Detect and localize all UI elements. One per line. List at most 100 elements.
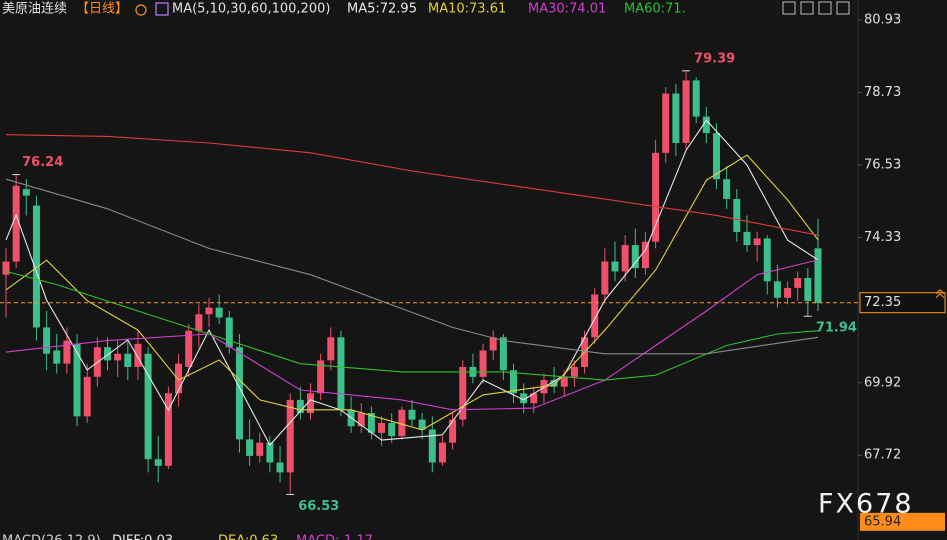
y-tick-label: 78.73 <box>864 85 901 100</box>
candle-body <box>388 422 396 437</box>
last-price-box <box>859 292 946 314</box>
candle-body <box>438 442 446 463</box>
candle-body <box>733 198 741 232</box>
candle-body <box>631 245 639 269</box>
candle-body <box>814 248 822 303</box>
tool-icon[interactable] <box>782 1 796 15</box>
ma-line <box>5 270 819 381</box>
candle-body <box>499 337 507 371</box>
candle-body <box>591 294 599 338</box>
candle-body <box>560 376 568 387</box>
candle-body <box>459 366 467 420</box>
candle-body <box>235 347 243 440</box>
period[interactable]: 【日线】 <box>76 2 128 17</box>
candle-body <box>195 314 203 331</box>
candle-body <box>32 205 40 328</box>
annotation-label: 71.94 <box>816 321 857 336</box>
candle-body <box>652 152 660 242</box>
candle-body <box>570 366 578 377</box>
candle-body <box>510 370 517 394</box>
watermark: FX678 <box>818 489 914 520</box>
candle-body <box>713 133 720 180</box>
candle-body <box>550 380 558 387</box>
candle-body <box>256 442 264 456</box>
legend-entry: MA5:72.95 <box>347 2 417 17</box>
y-tick-label: 80.93 <box>864 13 901 28</box>
candle-body <box>378 422 386 433</box>
axis-min-label: 65.94 <box>864 514 901 529</box>
add-icon[interactable] <box>135 4 147 16</box>
candle-body <box>12 185 20 262</box>
last-price-label: 72.35 <box>864 295 901 310</box>
candle-body <box>723 179 731 199</box>
candle-body <box>763 238 771 282</box>
toolbar <box>782 1 850 15</box>
y-tick-label: 67.72 <box>864 448 901 463</box>
candle-body <box>743 231 751 246</box>
candle-body <box>601 261 609 295</box>
ma-line <box>5 134 819 236</box>
candle-body <box>104 347 111 361</box>
legend-entry: MA30:74.01 <box>528 2 606 17</box>
legend-entry: MA10:73.61 <box>428 2 506 17</box>
tool-icon[interactable] <box>818 1 832 15</box>
candle-body <box>114 353 122 361</box>
candle-body <box>398 409 406 437</box>
candle-body <box>621 245 629 272</box>
candle-body <box>296 399 304 414</box>
candle-body <box>22 189 30 196</box>
candle-body <box>144 353 152 460</box>
candle-body <box>317 360 325 394</box>
candle-body <box>327 337 335 361</box>
candle-body <box>2 261 10 275</box>
candle-body <box>662 93 670 153</box>
chart-title: 美原油连续 <box>2 1 67 17</box>
candle-body <box>702 116 710 134</box>
y-tick-label: 69.92 <box>864 375 901 390</box>
candle-body <box>164 393 172 466</box>
candle-body <box>154 459 162 466</box>
candle-body <box>692 80 700 117</box>
candle-body <box>185 330 193 367</box>
tool-icon[interactable] <box>836 1 850 15</box>
candle-body <box>611 261 619 272</box>
candle-body <box>641 241 649 269</box>
candle-body <box>794 278 802 288</box>
annotation-label: 79.39 <box>694 51 735 66</box>
ma-line <box>5 119 819 446</box>
tool-icon[interactable] <box>800 1 814 15</box>
candle-body <box>337 337 345 410</box>
candle-body <box>63 340 71 364</box>
candle-body <box>73 343 81 417</box>
candle-body <box>418 419 426 430</box>
macd-label: MACD:-1.17 <box>296 534 373 540</box>
ma-icon[interactable] <box>155 2 169 16</box>
candle-body <box>43 327 51 354</box>
indicator: MA(5,10,30,60,100,200) <box>172 2 330 17</box>
axis-min-box <box>860 512 945 531</box>
candle-body <box>276 462 284 473</box>
candle-body <box>175 363 183 394</box>
candle-body <box>672 93 680 143</box>
macd-label: MACD(26,12,9) <box>2 534 101 540</box>
candle-body <box>246 439 254 456</box>
candle-body <box>520 393 528 404</box>
candle-body <box>307 393 314 414</box>
ma-line <box>5 259 819 411</box>
candle-body <box>357 413 365 427</box>
ma-line <box>5 154 819 431</box>
annotation-label: 76.24 <box>22 155 63 170</box>
candle-body <box>134 343 142 367</box>
candle-body <box>367 413 375 433</box>
candle-body <box>449 419 457 443</box>
candle-body <box>53 350 61 364</box>
candle-body <box>428 429 436 463</box>
candle-body <box>682 80 690 143</box>
candle-body <box>804 278 812 302</box>
candle-body <box>225 317 233 348</box>
candle-body <box>83 376 91 417</box>
candle-body <box>753 238 761 246</box>
legend-entry: MA60:71. <box>624 2 686 17</box>
macd-label: DIFF:0.03 <box>112 534 173 540</box>
